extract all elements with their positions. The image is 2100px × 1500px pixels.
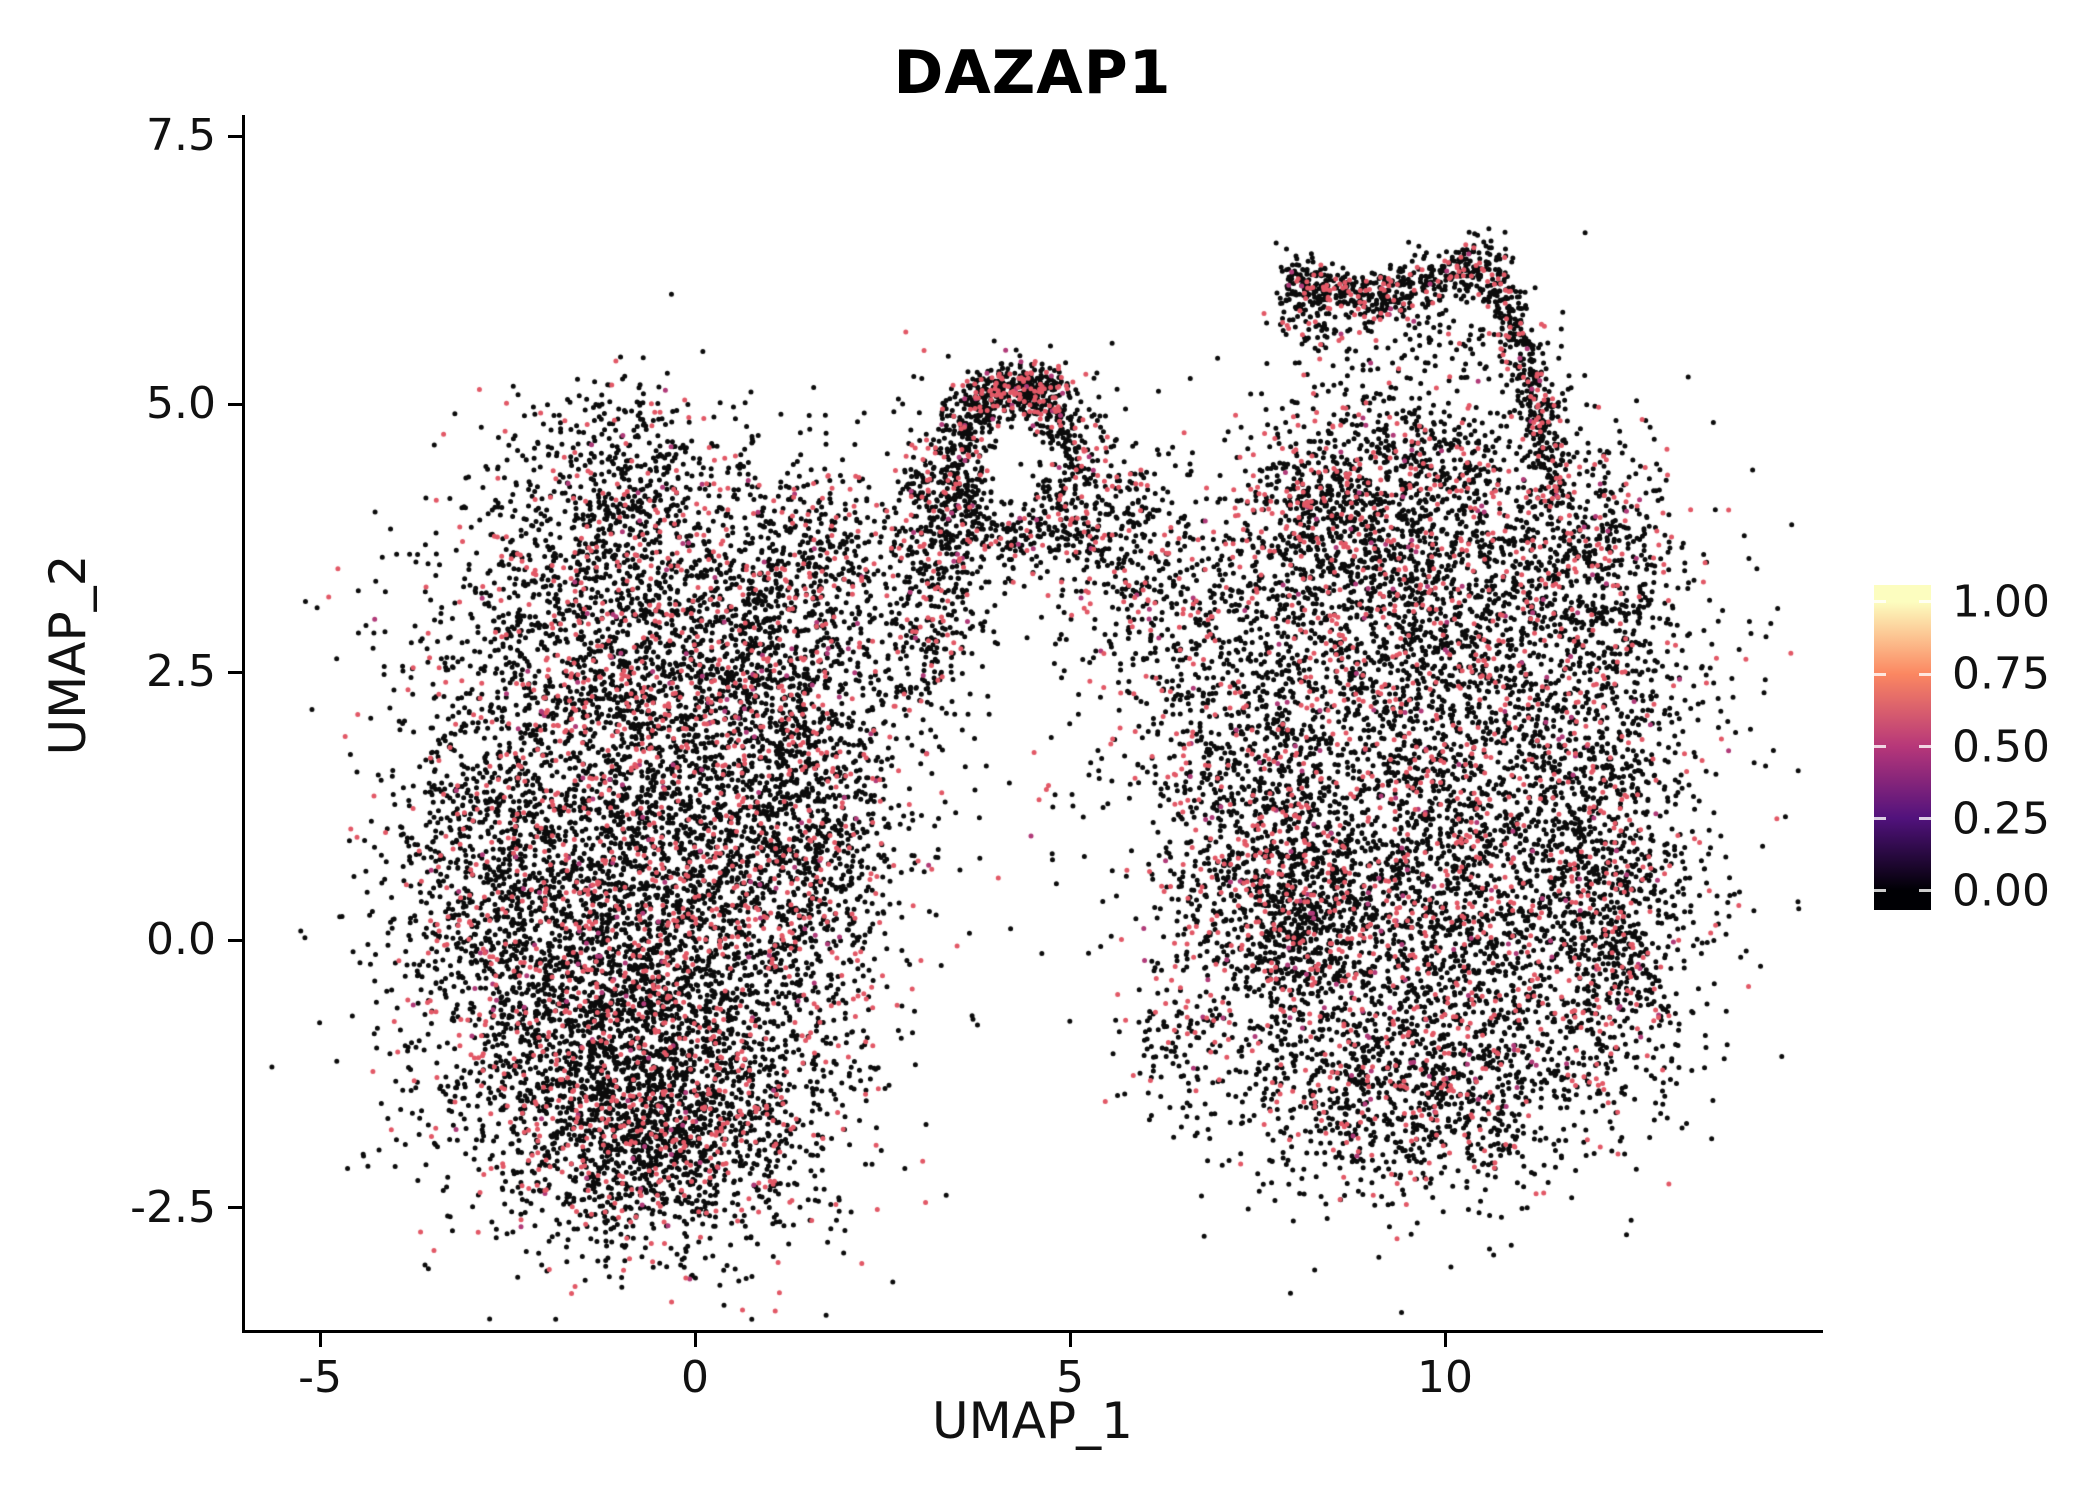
x-tick-mark bbox=[1443, 1333, 1447, 1347]
x-tick-mark bbox=[693, 1333, 697, 1347]
colorbar-tick bbox=[1874, 673, 1931, 676]
y-tick-label: 0.0 bbox=[146, 914, 216, 965]
y-axis-title: UMAP_2 bbox=[39, 554, 97, 756]
colorbar-gradient bbox=[1874, 585, 1931, 910]
y-tick-label: -2.5 bbox=[130, 1182, 216, 1233]
colorbar-label: 0.00 bbox=[1952, 865, 2050, 917]
colorbar-tick bbox=[1874, 745, 1931, 748]
x-axis-line bbox=[242, 1330, 1823, 1333]
plot-panel bbox=[245, 115, 1820, 1330]
y-tick-label: 2.5 bbox=[146, 646, 216, 697]
x-axis-title: UMAP_1 bbox=[932, 1392, 1133, 1450]
colorbar-label: 0.50 bbox=[1952, 721, 2050, 773]
x-tick-label: 10 bbox=[1417, 1352, 1473, 1403]
x-tick-label: 0 bbox=[681, 1352, 709, 1403]
y-tick-mark bbox=[228, 402, 242, 406]
y-tick-mark bbox=[228, 134, 242, 138]
y-tick-mark bbox=[228, 1206, 242, 1210]
colorbar-label: 0.25 bbox=[1952, 793, 2050, 845]
x-tick-label: 5 bbox=[1056, 1352, 1084, 1403]
colorbar-label: 1.00 bbox=[1952, 576, 2050, 628]
y-tick-label: 5.0 bbox=[146, 378, 216, 429]
y-tick-mark bbox=[228, 670, 242, 674]
x-tick-mark bbox=[318, 1333, 322, 1347]
x-tick-label: -5 bbox=[298, 1352, 342, 1403]
colorbar-tick bbox=[1874, 600, 1931, 603]
x-tick-mark bbox=[1068, 1333, 1072, 1347]
y-axis-line bbox=[242, 115, 245, 1333]
y-tick-mark bbox=[228, 938, 242, 942]
colorbar-labels: 1.00 0.75 0.50 0.25 0.00 bbox=[1952, 577, 2100, 917]
colorbar-tick bbox=[1874, 889, 1931, 892]
page-title: DAZAP1 bbox=[893, 38, 1172, 108]
scatter-canvas bbox=[245, 115, 1820, 1330]
colorbar-label: 0.75 bbox=[1952, 648, 2050, 700]
y-tick-label: 7.5 bbox=[146, 110, 216, 161]
colorbar-tick bbox=[1874, 817, 1931, 820]
